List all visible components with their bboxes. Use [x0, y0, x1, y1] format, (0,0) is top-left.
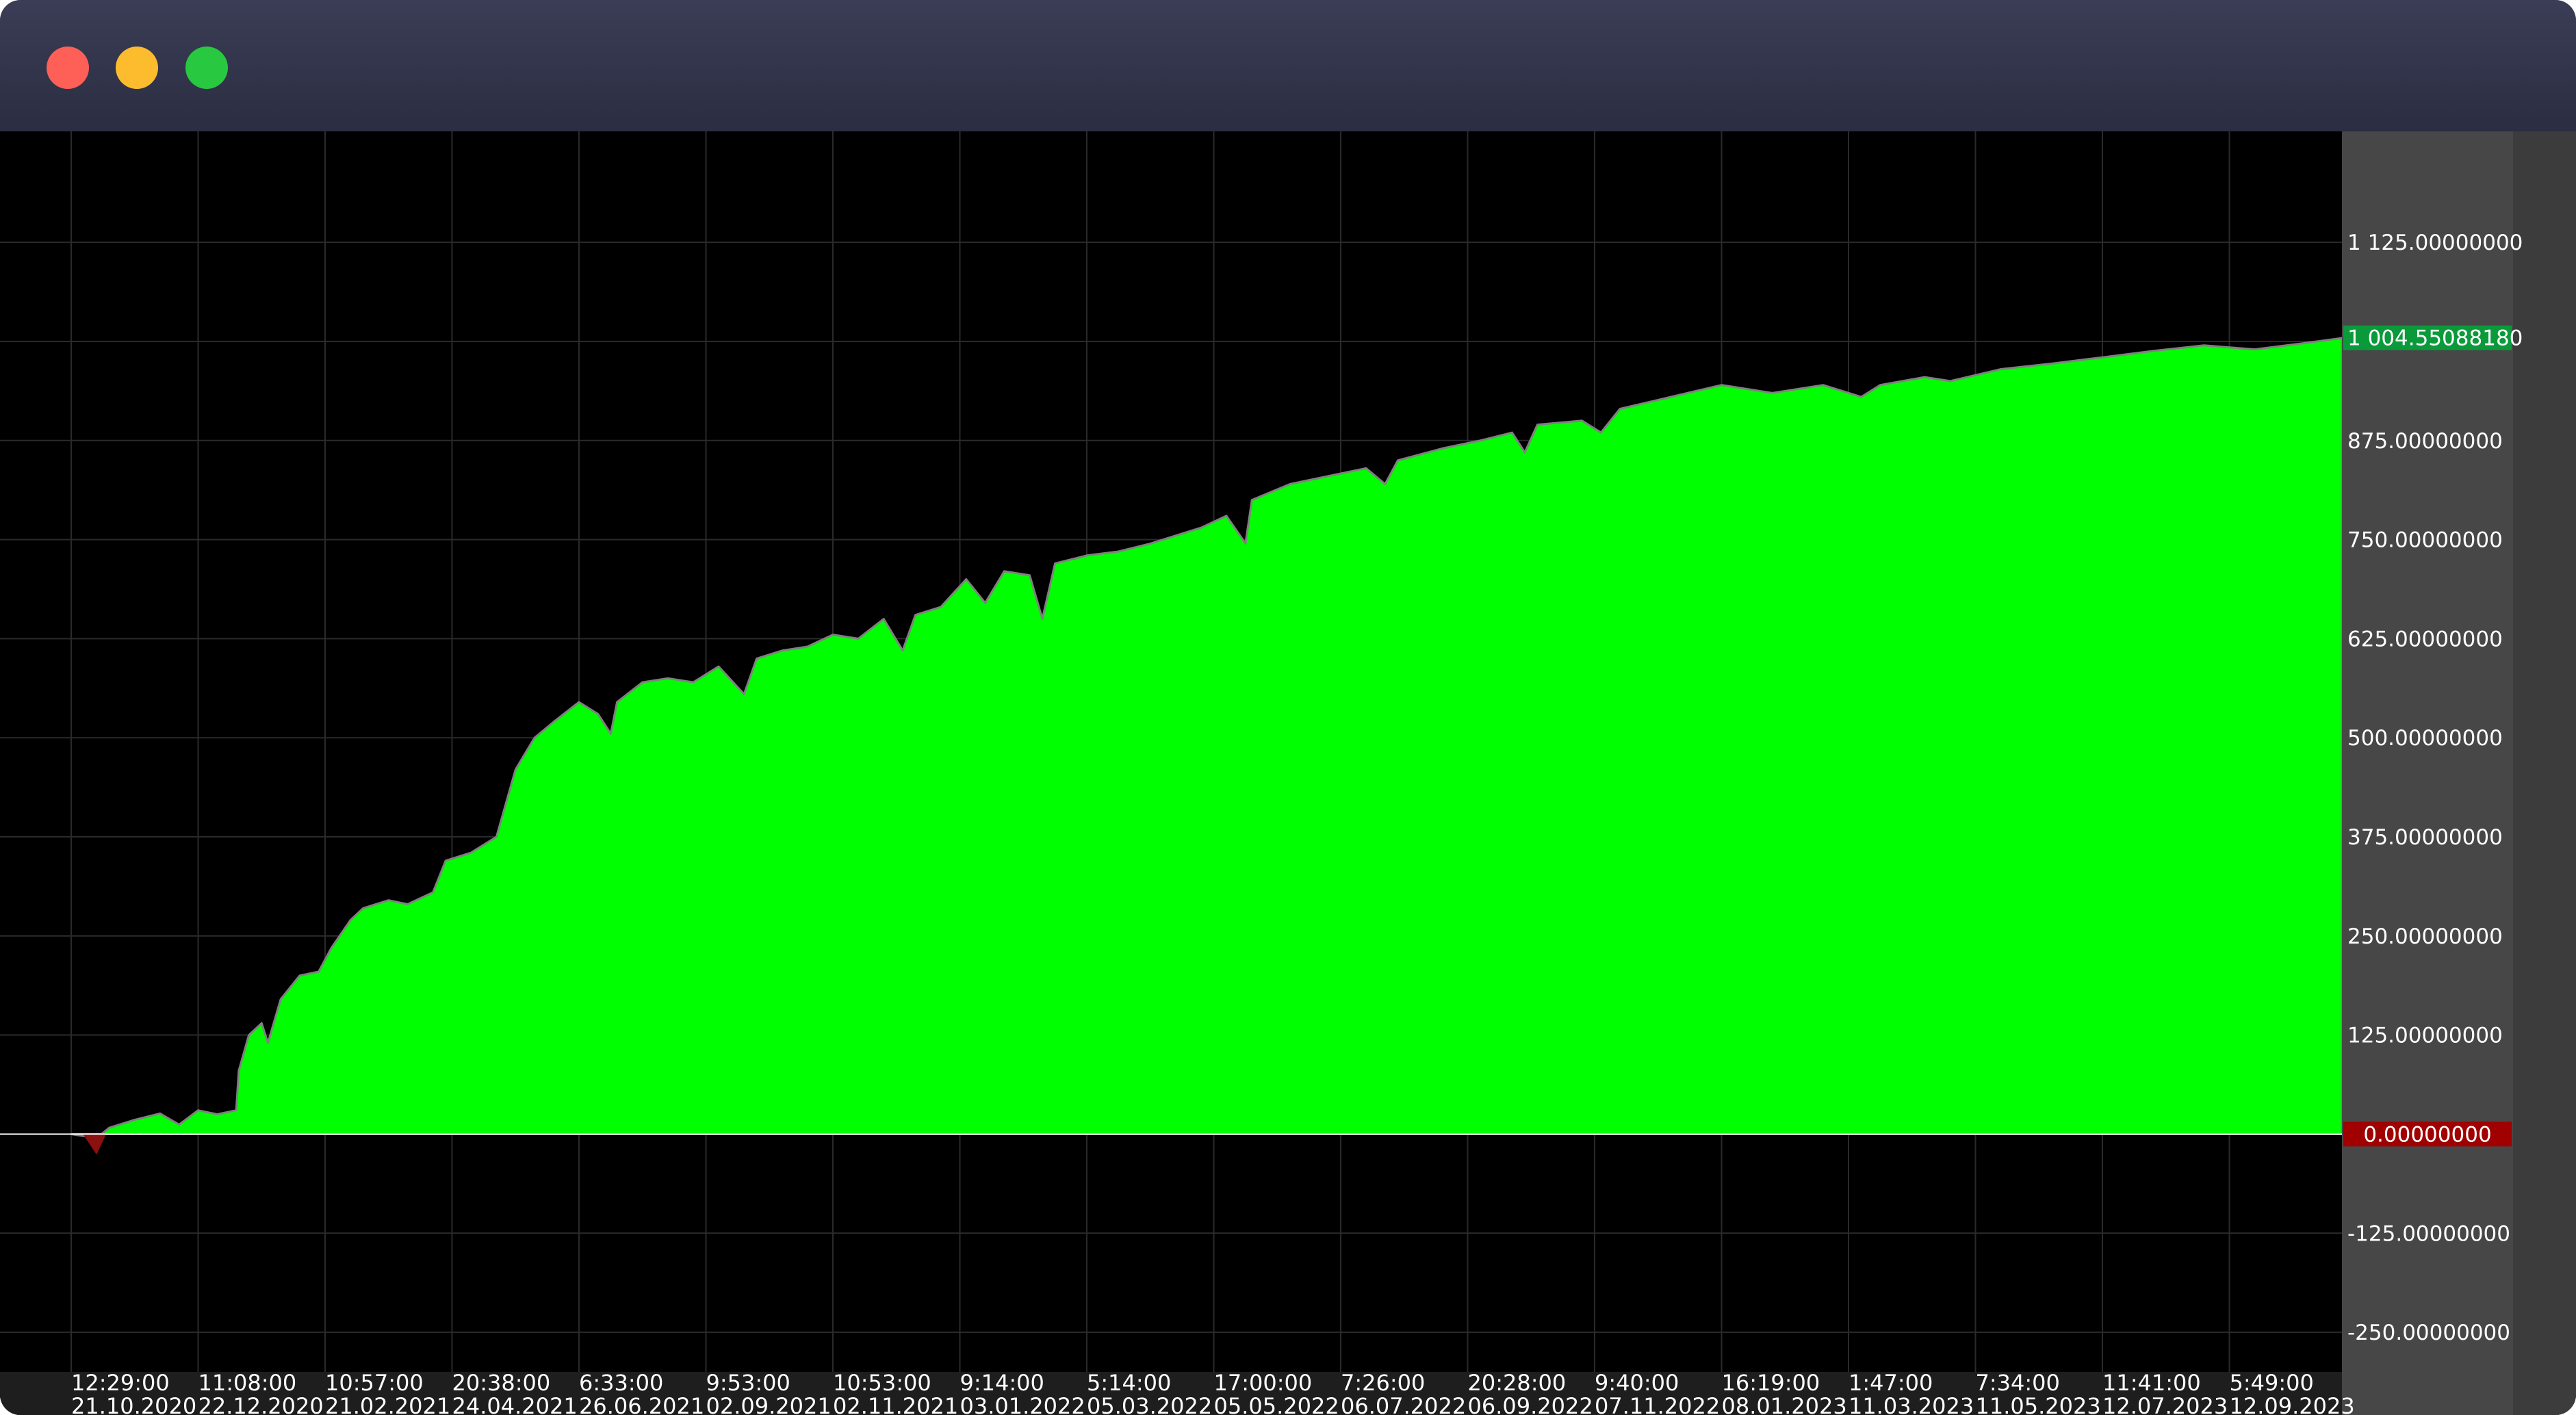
- drawdown-mark: [83, 1134, 107, 1155]
- equity-area: [0, 337, 2345, 1155]
- x-tick-time: 9:53:00: [706, 1370, 790, 1396]
- equity-chart[interactable]: 1 125.00000000 875.00000000 750.00000000 62…: [0, 131, 2576, 1415]
- y-tick-label: 375.00000000: [2347, 825, 2503, 850]
- x-tick-date: 05.03.2022: [1087, 1393, 1212, 1415]
- x-tick-date: 06.09.2022: [1468, 1393, 1593, 1415]
- x-tick-date: 07.11.2022: [1595, 1393, 1720, 1415]
- x-tick-date: 21.10.2020: [71, 1393, 196, 1415]
- x-tick-date: 11.05.2023: [1976, 1393, 2101, 1415]
- x-tick-date: 21.02.2021: [325, 1393, 450, 1415]
- x-tick-time: 9:14:00: [960, 1370, 1044, 1396]
- y-tick-label: 625.00000000: [2347, 627, 2503, 651]
- last-value-badge: [2343, 325, 2512, 350]
- x-tick-time: 6:33:00: [579, 1370, 663, 1396]
- y-axis: 1 125.00000000 875.00000000 750.00000000 62…: [2343, 231, 2523, 1345]
- x-tick-time: 20:28:00: [1468, 1370, 1567, 1396]
- x-tick-date: 24.04.2021: [452, 1393, 578, 1415]
- y-tick-label: 500.00000000: [2347, 726, 2503, 751]
- y-axis-side-strip: [2513, 131, 2576, 1415]
- x-tick-date: 26.06.2021: [579, 1393, 704, 1415]
- zero-value-badge: [2343, 1121, 2512, 1147]
- y-tick-label: 250.00000000: [2347, 924, 2503, 949]
- x-tick-date: 06.07.2022: [1341, 1393, 1466, 1415]
- y-tick-label: 125.00000000: [2347, 1024, 2503, 1048]
- x-tick-date: 12.07.2023: [2102, 1393, 2228, 1415]
- x-tick-date: 11.03.2023: [1849, 1393, 1974, 1415]
- x-tick-date: 05.05.2022: [1214, 1393, 1339, 1415]
- y-tick-label: 875.00000000: [2347, 429, 2503, 454]
- x-tick-time: 17:00:00: [1214, 1370, 1313, 1396]
- y-tick-label: 750.00000000: [2347, 528, 2503, 553]
- x-tick-date: 12.09.2023: [2230, 1393, 2355, 1415]
- x-axis: 12:29:0021.10.202011:08:0022.12.202010:5…: [71, 1370, 2355, 1415]
- x-tick-time: 10:53:00: [833, 1370, 931, 1396]
- x-tick-time: 11:08:00: [198, 1370, 297, 1396]
- x-tick-time: 10:57:00: [325, 1370, 424, 1396]
- title-bar: [0, 0, 2576, 131]
- x-tick-time: 7:26:00: [1341, 1370, 1425, 1396]
- x-tick-date: 08.01.2023: [1722, 1393, 1847, 1415]
- x-tick-date: 02.11.2021: [833, 1393, 958, 1415]
- y-tick-label: -125.00000000: [2347, 1221, 2510, 1246]
- x-tick-time: 9:40:00: [1595, 1370, 1679, 1396]
- x-tick-time: 1:47:00: [1849, 1370, 1933, 1396]
- x-tick-time: 7:34:00: [1976, 1370, 2060, 1396]
- minimize-window-button[interactable]: [116, 47, 158, 89]
- x-axis-panel[interactable]: [0, 1372, 2342, 1415]
- last-value-label: 1 004.55088180: [2347, 326, 2523, 351]
- x-tick-date: 03.01.2022: [960, 1393, 1085, 1415]
- x-tick-time: 5:14:00: [1087, 1370, 1171, 1396]
- maximize-window-button[interactable]: [185, 47, 228, 89]
- x-tick-date: 22.12.2020: [198, 1393, 324, 1415]
- x-tick-time: 5:49:00: [2230, 1370, 2314, 1396]
- equity-area-path: [70, 337, 2345, 1139]
- chart-canvas[interactable]: 1 125.00000000 875.00000000 750.00000000 62…: [0, 131, 2576, 1415]
- x-tick-time: 12:29:00: [71, 1370, 170, 1396]
- x-tick-time: 16:19:00: [1722, 1370, 1820, 1396]
- x-tick-date: 02.09.2021: [706, 1393, 832, 1415]
- y-tick-label: 1 125.00000000: [2347, 231, 2523, 255]
- x-tick-time: 11:41:00: [2102, 1370, 2201, 1396]
- zero-value-label: 0.00000000: [2363, 1122, 2491, 1147]
- y-tick-label: -250.00000000: [2347, 1321, 2510, 1345]
- close-window-button[interactable]: [47, 47, 89, 89]
- x-tick-time: 20:38:00: [452, 1370, 551, 1396]
